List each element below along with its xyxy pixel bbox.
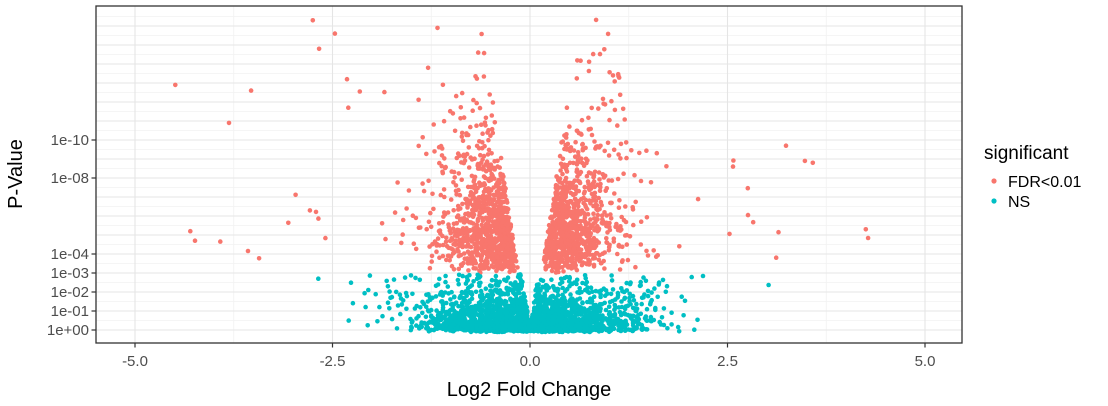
legend: significant FDR<0.01 NS — [984, 143, 1081, 211]
svg-text:1e-08: 1e-08 — [51, 170, 89, 187]
svg-text:1e-10: 1e-10 — [51, 132, 89, 149]
svg-text:1e+00: 1e+00 — [47, 322, 89, 339]
gridlines — [96, 6, 962, 343]
svg-text:1e-01: 1e-01 — [51, 303, 89, 320]
legend-item-ns: NS — [991, 194, 1030, 211]
svg-text:-5.0: -5.0 — [122, 353, 148, 370]
legend-title: significant — [984, 143, 1069, 164]
axis-tick-labels: -5.0 -2.5 0.0 2.5 5.0 1e-10 1e-08 1e-04 1e-03 1e-… — [47, 132, 936, 370]
legend-dot-ns-icon — [991, 198, 997, 204]
legend-dot-fdr-icon — [991, 178, 997, 184]
x-axis-title: Log2 Fold Change — [447, 379, 612, 401]
svg-text:1e-02: 1e-02 — [51, 284, 89, 301]
legend-label-ns: NS — [1008, 194, 1030, 211]
svg-text:2.5: 2.5 — [717, 353, 738, 370]
svg-text:1e-04: 1e-04 — [51, 246, 89, 263]
svg-text:1e-03: 1e-03 — [51, 265, 89, 282]
axis-ticks — [91, 139, 926, 348]
svg-text:-2.5: -2.5 — [320, 353, 346, 370]
svg-text:0.0: 0.0 — [520, 353, 541, 370]
svg-text:5.0: 5.0 — [915, 353, 936, 370]
plot-panel-border — [95, 5, 963, 344]
y-axis-title: P-Value — [5, 139, 27, 209]
scatter-points — [173, 17, 871, 335]
legend-item-fdr: FDR<0.01 — [991, 174, 1081, 191]
legend-label-fdr: FDR<0.01 — [1008, 174, 1081, 191]
